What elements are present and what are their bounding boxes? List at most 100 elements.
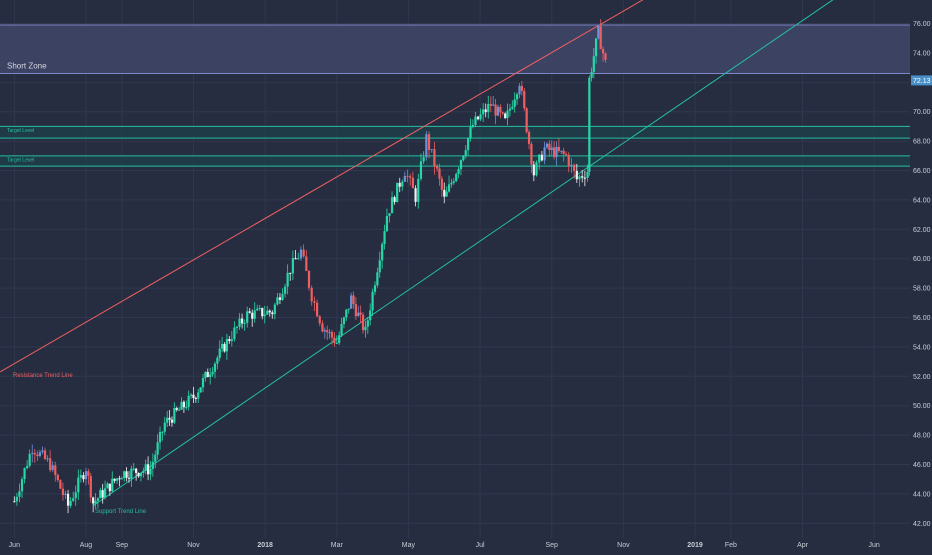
support-trend-label: Support Trend Line — [95, 509, 147, 515]
candle-body — [204, 371, 207, 379]
candle-body — [199, 387, 202, 393]
y-tick-label: 66.00 — [913, 168, 931, 175]
candle-body — [18, 491, 21, 497]
candle-body — [146, 464, 150, 475]
zone-layer — [0, 24, 910, 167]
x-tick-label: Jul — [476, 542, 485, 549]
candle-body — [508, 108, 512, 111]
candle-body — [594, 38, 598, 57]
candle-body — [545, 143, 549, 148]
candle-body — [149, 468, 152, 475]
candle-body — [586, 171, 589, 179]
candle-body — [142, 470, 145, 473]
candle-body — [383, 231, 386, 245]
candle-body — [364, 326, 367, 331]
candle-body — [246, 311, 249, 323]
candle-body — [573, 164, 576, 171]
candle-body — [366, 320, 369, 327]
candle-body — [359, 312, 362, 315]
candle-body — [462, 155, 465, 161]
candle-body — [223, 343, 226, 352]
candles-layer — [13, 19, 607, 514]
candle-body — [409, 176, 412, 178]
candle-body — [326, 330, 329, 333]
candle-body — [156, 442, 159, 455]
candle-body — [562, 150, 565, 154]
candle-body — [54, 465, 57, 475]
candle-body — [354, 304, 357, 317]
candle-body — [56, 474, 59, 481]
candle-body — [101, 490, 104, 498]
candle-body — [273, 304, 276, 315]
candle-body — [515, 94, 519, 100]
candle-body — [476, 116, 480, 120]
candle-body — [168, 417, 171, 420]
candle-body — [496, 106, 500, 116]
candle-body — [268, 310, 271, 313]
candle-body — [281, 293, 284, 300]
candle-body — [302, 249, 305, 257]
candle-body — [46, 458, 49, 460]
candle-body — [376, 272, 379, 286]
y-tick-label: 48.00 — [913, 433, 931, 440]
x-tick-label: May — [402, 542, 416, 549]
candle-body — [23, 468, 26, 480]
candle-body — [328, 332, 331, 334]
candle-body — [427, 134, 431, 150]
candle-body — [261, 307, 264, 317]
axes-layer: 42.00 44.00 46.00 48.00 50.00 52.00 54.00 56.00… — [9, 21, 932, 549]
candle-body — [564, 153, 568, 155]
candle-body — [447, 184, 451, 192]
candle-body — [345, 309, 348, 318]
candle-body — [206, 371, 209, 378]
candle-body — [135, 468, 138, 473]
y-tick-label: 68.00 — [913, 139, 931, 146]
candle-body — [271, 312, 274, 315]
short-zone-box — [0, 24, 910, 74]
candle-body — [69, 500, 72, 506]
candle-body — [511, 106, 514, 109]
y-tick-label: 54.00 — [913, 344, 931, 351]
candle-body — [26, 465, 29, 469]
candle-body — [15, 496, 18, 502]
candle-body — [36, 454, 39, 457]
candle-body — [113, 478, 116, 481]
candle-body — [499, 106, 502, 113]
candle-body — [240, 318, 244, 324]
candle-body — [163, 422, 166, 432]
candle-body — [263, 314, 266, 317]
candle-body — [342, 317, 346, 325]
candle-body — [218, 348, 221, 358]
candle-body — [294, 258, 297, 260]
candle-body — [94, 500, 97, 504]
candle-body — [299, 249, 303, 259]
candle-body — [459, 160, 463, 170]
candle-body — [211, 371, 214, 375]
candle-body — [216, 357, 219, 364]
x-tick-label: 2018 — [257, 542, 273, 549]
candle-body — [373, 285, 377, 292]
candle-body — [125, 471, 128, 478]
candle-body — [318, 316, 321, 324]
candle-body — [291, 258, 294, 274]
candle-body — [77, 477, 80, 493]
candle-body — [435, 165, 439, 169]
candle-body — [484, 109, 487, 113]
short-zone-label: Short Zone — [7, 61, 47, 70]
candle-body — [588, 77, 591, 172]
candle-body — [455, 173, 458, 182]
y-tick-label: 62.00 — [913, 227, 931, 234]
candle-body — [209, 374, 212, 378]
candle-body — [419, 161, 423, 179]
candle-body — [575, 170, 578, 180]
candle-body — [127, 477, 131, 479]
candle-body — [118, 478, 121, 480]
candle-body — [411, 177, 415, 189]
candle-body — [238, 318, 241, 327]
candle-body — [381, 244, 384, 261]
x-tick-label: Aug — [80, 542, 93, 549]
candle-body — [401, 181, 404, 187]
candle-body — [158, 432, 162, 443]
